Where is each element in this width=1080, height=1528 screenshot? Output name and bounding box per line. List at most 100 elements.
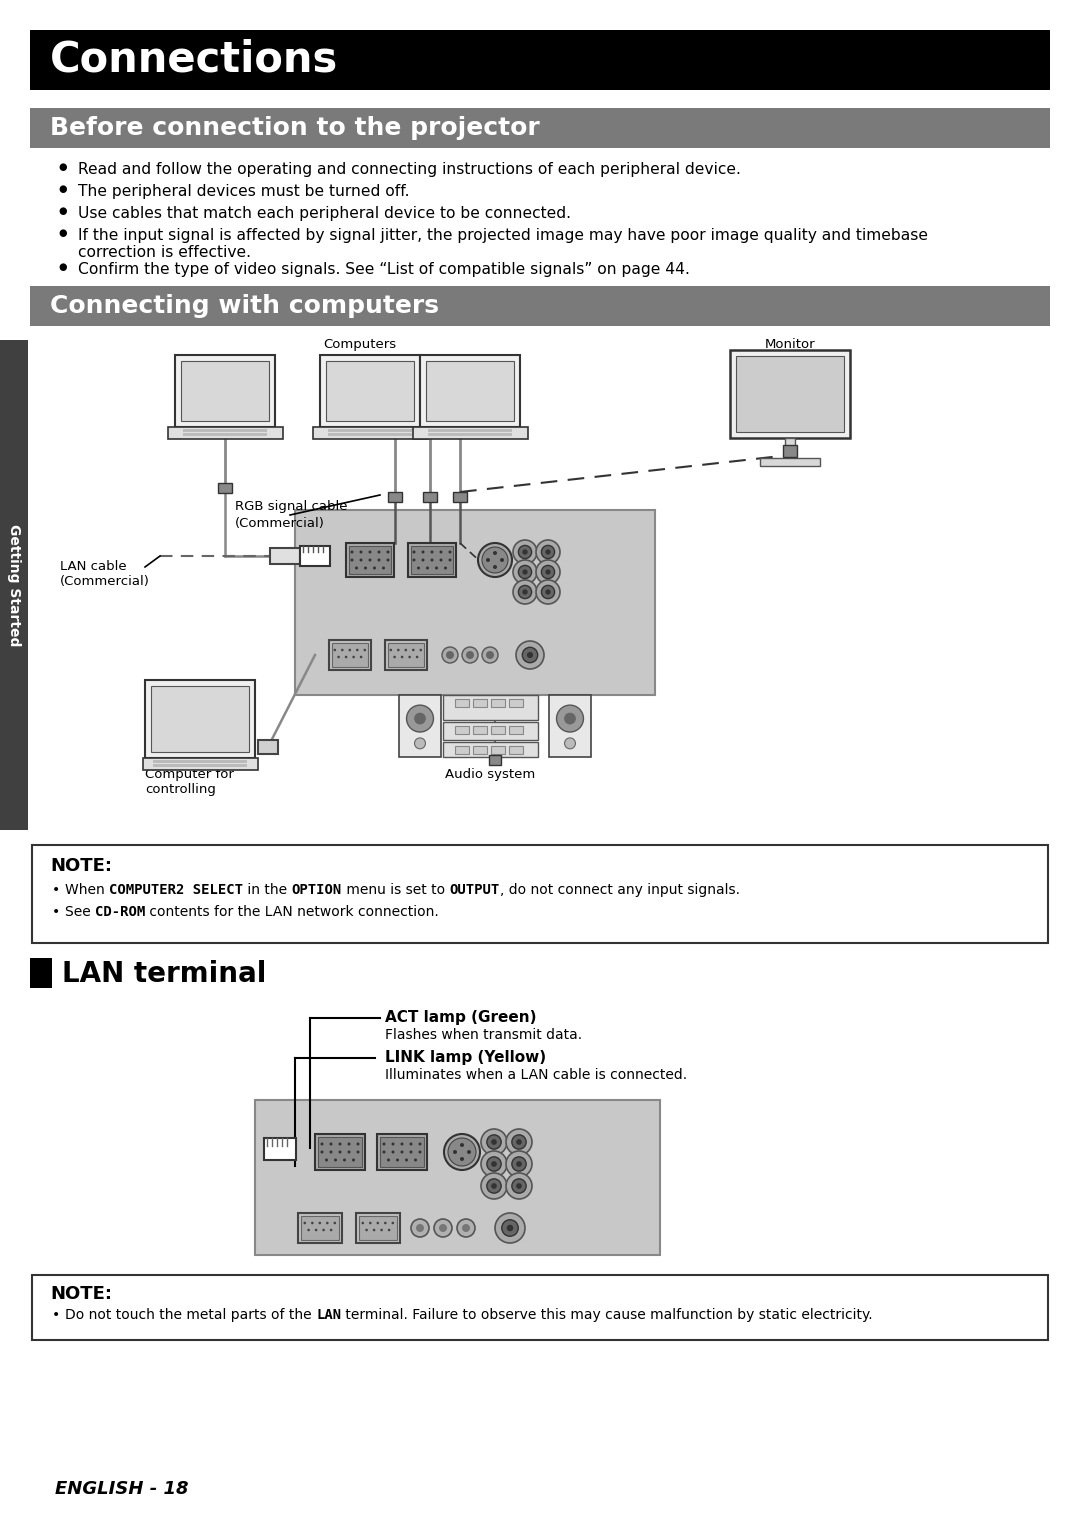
- Circle shape: [314, 1229, 318, 1232]
- Circle shape: [308, 1229, 310, 1232]
- Circle shape: [413, 559, 416, 561]
- Circle shape: [409, 1151, 413, 1154]
- Bar: [388, 643, 424, 668]
- Bar: [473, 726, 487, 733]
- Circle shape: [462, 646, 478, 663]
- Bar: [270, 549, 300, 564]
- Text: RGB signal cable: RGB signal cable: [235, 500, 348, 513]
- Circle shape: [518, 585, 531, 599]
- Bar: [356, 1213, 400, 1242]
- Circle shape: [516, 642, 544, 669]
- Circle shape: [512, 1157, 526, 1170]
- Circle shape: [507, 1129, 532, 1155]
- Bar: [328, 432, 411, 435]
- Circle shape: [351, 550, 353, 553]
- Circle shape: [356, 1151, 360, 1154]
- Circle shape: [523, 648, 538, 663]
- Circle shape: [362, 1222, 364, 1224]
- Circle shape: [448, 550, 451, 553]
- Circle shape: [364, 649, 366, 651]
- Circle shape: [541, 545, 555, 559]
- Text: ACT lamp (Green): ACT lamp (Green): [384, 1010, 537, 1025]
- Circle shape: [321, 1143, 324, 1146]
- Bar: [443, 695, 538, 720]
- Circle shape: [337, 656, 340, 659]
- Circle shape: [431, 550, 433, 553]
- Circle shape: [414, 1158, 417, 1161]
- Circle shape: [321, 1151, 324, 1154]
- Text: See: See: [65, 905, 95, 918]
- Bar: [320, 354, 420, 426]
- Bar: [443, 723, 538, 740]
- Bar: [318, 1137, 362, 1167]
- Bar: [509, 746, 523, 753]
- Text: Monitor: Monitor: [765, 338, 815, 351]
- Text: •: •: [52, 883, 60, 897]
- Text: ●: ●: [58, 228, 67, 238]
- Bar: [491, 698, 505, 707]
- Circle shape: [329, 1229, 333, 1232]
- Text: (Commercial): (Commercial): [235, 516, 325, 530]
- Circle shape: [460, 1143, 464, 1148]
- Circle shape: [411, 649, 415, 651]
- Bar: [473, 746, 487, 753]
- Bar: [349, 545, 391, 575]
- Circle shape: [345, 656, 348, 659]
- Circle shape: [527, 652, 534, 659]
- Circle shape: [377, 1222, 379, 1224]
- Circle shape: [444, 567, 447, 570]
- Bar: [30, 286, 1050, 325]
- Circle shape: [329, 1143, 333, 1146]
- Circle shape: [536, 559, 561, 584]
- Circle shape: [411, 1219, 429, 1238]
- Circle shape: [326, 1222, 328, 1224]
- Circle shape: [356, 649, 359, 651]
- Text: •: •: [52, 905, 60, 918]
- Bar: [411, 545, 453, 575]
- Bar: [473, 698, 487, 707]
- Text: ●: ●: [58, 261, 67, 272]
- Circle shape: [478, 542, 512, 578]
- Text: menu is set to: menu is set to: [342, 883, 449, 897]
- Circle shape: [507, 1174, 532, 1199]
- Circle shape: [545, 550, 551, 555]
- Circle shape: [440, 550, 443, 553]
- Bar: [300, 545, 330, 565]
- Circle shape: [536, 539, 561, 564]
- Circle shape: [507, 1225, 513, 1232]
- Circle shape: [416, 656, 418, 659]
- Text: When: When: [65, 883, 109, 897]
- Circle shape: [565, 738, 576, 749]
- Circle shape: [311, 1222, 313, 1224]
- Circle shape: [373, 1229, 376, 1232]
- Circle shape: [495, 1213, 525, 1242]
- Bar: [408, 542, 456, 578]
- Text: Computer for
controlling: Computer for controlling: [145, 769, 234, 796]
- Circle shape: [448, 559, 451, 561]
- Circle shape: [348, 1151, 351, 1154]
- Circle shape: [481, 1174, 507, 1199]
- Circle shape: [414, 712, 426, 724]
- Bar: [167, 426, 283, 439]
- Circle shape: [348, 1143, 351, 1146]
- Circle shape: [393, 656, 396, 659]
- Text: OPTION: OPTION: [292, 883, 342, 897]
- Bar: [30, 31, 1050, 90]
- Circle shape: [487, 1157, 501, 1170]
- Circle shape: [338, 1143, 341, 1146]
- Bar: [258, 740, 278, 753]
- Circle shape: [319, 1222, 321, 1224]
- Bar: [312, 426, 428, 439]
- Bar: [399, 695, 441, 756]
- Bar: [298, 1213, 342, 1242]
- Bar: [426, 361, 514, 422]
- Circle shape: [518, 545, 531, 559]
- Bar: [443, 743, 538, 756]
- Bar: [413, 426, 527, 439]
- Bar: [730, 350, 850, 439]
- Circle shape: [513, 539, 537, 564]
- Circle shape: [417, 567, 420, 570]
- Text: correction is effective.: correction is effective.: [78, 244, 251, 260]
- Circle shape: [334, 649, 336, 651]
- Bar: [32, 1274, 1048, 1340]
